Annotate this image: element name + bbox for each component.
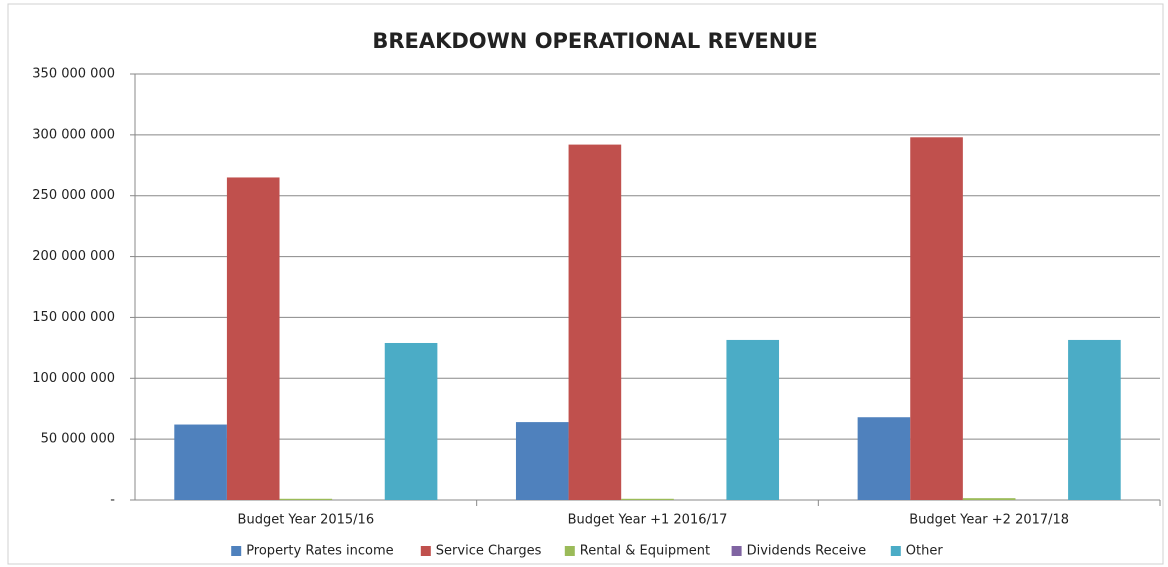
- bar: [1068, 339, 1121, 500]
- y-tick-label: 150 000 000: [32, 310, 115, 325]
- legend-swatch: [420, 546, 431, 556]
- bar: [857, 417, 911, 500]
- y-tick-label: 50 000 000: [41, 432, 115, 447]
- y-tick-label: 350 000 000: [32, 67, 115, 82]
- x-tick-label: Budget Year +2 2017/18: [909, 513, 1069, 528]
- y-tick-label: 300 000 000: [32, 127, 115, 142]
- legend-label: Rental & Equipment: [580, 544, 710, 559]
- x-tick-label: Budget Year +1 2016/17: [568, 513, 728, 528]
- legend-label: Property Rates income: [246, 544, 393, 559]
- legend-swatch: [564, 546, 575, 556]
- bar: [910, 137, 963, 500]
- bar: [568, 144, 622, 500]
- bar: [384, 342, 438, 500]
- bar: [621, 498, 674, 500]
- bar: [962, 498, 1016, 500]
- y-tick-label: 200 000 000: [32, 249, 115, 264]
- bar: [515, 422, 569, 500]
- legend-swatch: [731, 546, 742, 556]
- chart-title: BREAKDOWN OPERATIONAL REVENUE: [372, 29, 817, 53]
- legend-label: Other: [906, 544, 944, 559]
- legend-label: Dividends Receive: [747, 544, 866, 559]
- legend-swatch: [231, 546, 242, 556]
- y-tick-label: 250 000 000: [32, 188, 115, 203]
- bar: [174, 424, 227, 500]
- legend-label: Service Charges: [436, 544, 542, 559]
- legend-swatch: [890, 546, 901, 556]
- x-tick-label: Budget Year 2015/16: [238, 513, 375, 528]
- bar: [226, 177, 280, 500]
- y-tick-label: 100 000 000: [32, 371, 115, 386]
- bar: [279, 498, 333, 500]
- bar: [726, 339, 780, 500]
- y-tick-label: -: [110, 493, 115, 508]
